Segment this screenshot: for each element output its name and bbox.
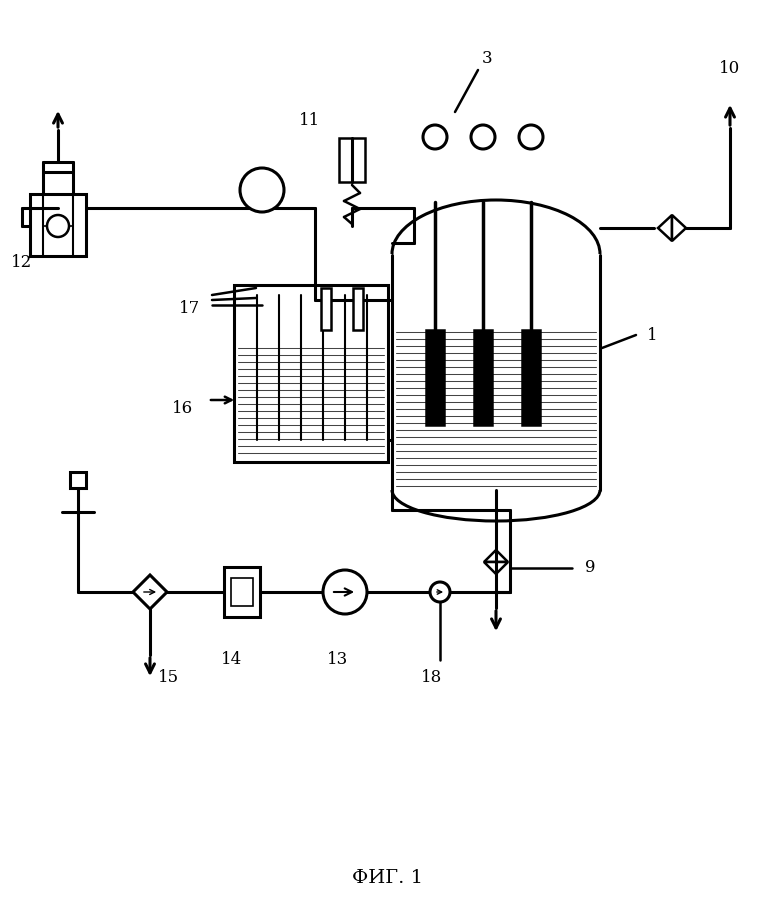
Text: 12: 12 [12,253,33,271]
Circle shape [423,125,447,149]
Text: 1: 1 [647,327,658,344]
Polygon shape [672,215,686,241]
Bar [231,578,253,606]
Polygon shape [133,575,167,609]
Text: 9: 9 [585,559,595,577]
Text: 13: 13 [328,651,349,669]
Circle shape [240,168,284,212]
Text: ФИГ. 1: ФИГ. 1 [353,869,424,887]
Polygon shape [484,550,508,562]
Text: 16: 16 [172,400,193,416]
Bar [426,330,444,425]
Bar [321,288,331,330]
Circle shape [471,125,495,149]
Circle shape [323,570,367,614]
Text: 14: 14 [222,651,243,669]
Circle shape [430,582,450,602]
Text: 17: 17 [179,299,200,317]
Bar [70,472,86,488]
Text: 15: 15 [158,670,179,686]
Polygon shape [658,215,672,241]
Polygon shape [484,562,508,574]
Text: 3: 3 [482,50,492,66]
Bar [353,288,363,330]
Bar [522,330,540,425]
Bar [339,138,365,182]
Circle shape [47,215,69,237]
Text: 11: 11 [300,111,321,129]
Bar [30,194,86,256]
Bar [234,285,388,462]
Text: 18: 18 [421,670,442,686]
Bar [224,567,260,617]
Text: 10: 10 [719,60,741,76]
Bar [474,330,492,425]
Circle shape [519,125,543,149]
